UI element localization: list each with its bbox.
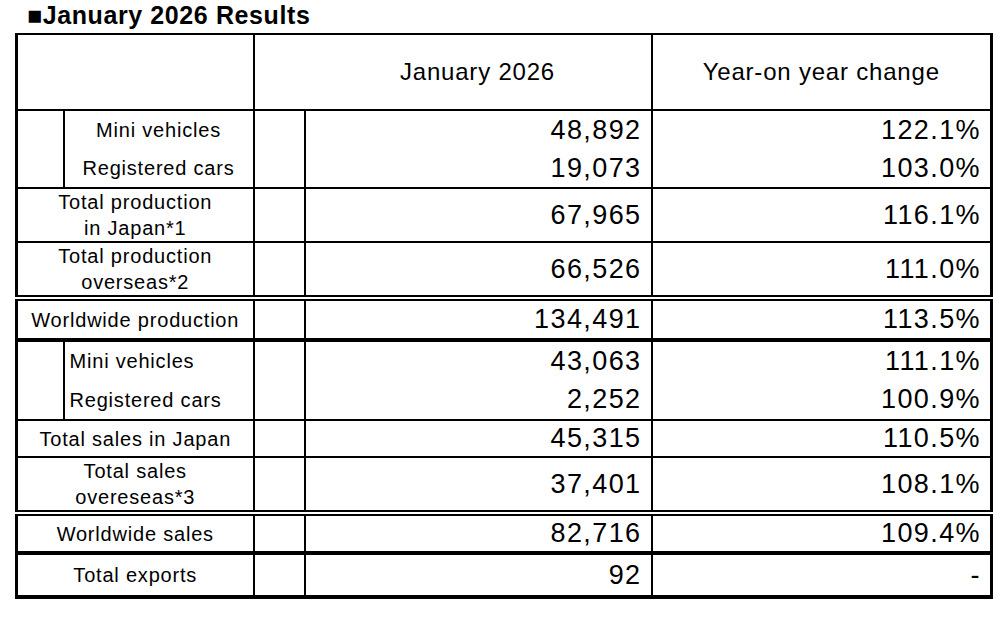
gap-cell [254,110,305,149]
header-period: January 2026 [305,34,652,110]
row-total-sales-overseas: Total sales overeseas*3 37,401 108.1% [17,457,992,513]
row-value: 48,892 [305,110,652,149]
stub-cell [17,149,64,188]
row-registered-cars-sales: Registered cars 2,252 100.9% [17,380,992,420]
row-mini-vehicles-production: Mini vehicles 48,892 122.1% [17,110,992,149]
row-value: 45,315 [305,420,652,457]
row-total-production-overseas: Total production overseas*2 66,526 111.0… [17,242,992,298]
row-yoy: 103.0% [652,149,992,188]
page: ■January 2026 Results January 2026 Year-… [0,0,1000,627]
header-row: January 2026 Year-on year change [17,34,992,110]
row-label: Total production in Japan*1 [17,188,254,242]
row-yoy: 122.1% [652,110,992,149]
row-label: Total sales overeseas*3 [17,457,254,513]
row-yoy: 116.1% [652,188,992,242]
gap-cell [254,149,305,188]
row-value: 37,401 [305,457,652,513]
row-label: Worldwide sales [17,513,254,553]
stub-cell [17,340,64,380]
row-yoy: 109.4% [652,513,992,553]
row-value: 134,491 [305,298,652,340]
row-value: 92 [305,553,652,597]
row-worldwide-sales: Worldwide sales 82,716 109.4% [17,513,992,553]
header-gap-cell [254,34,305,110]
row-label: Registered cars [64,149,254,188]
row-yoy: 111.0% [652,242,992,298]
row-value: 19,073 [305,149,652,188]
row-value: 66,526 [305,242,652,298]
results-table: January 2026 Year-on year change Mini ve… [15,33,993,599]
row-value: 43,063 [305,340,652,380]
row-worldwide-production: Worldwide production 134,491 113.5% [17,298,992,340]
row-registered-cars-production: Registered cars 19,073 103.0% [17,149,992,188]
gap-cell [254,553,305,597]
gap-cell [254,380,305,420]
gap-cell [254,513,305,553]
row-yoy: 110.5% [652,420,992,457]
row-total-production-japan: Total production in Japan*1 67,965 116.1… [17,188,992,242]
row-label: Mini vehicles [64,110,254,149]
row-yoy: 111.1% [652,340,992,380]
row-label: Total sales in Japan [17,420,254,457]
row-value: 67,965 [305,188,652,242]
row-total-sales-japan: Total sales in Japan 45,315 110.5% [17,420,992,457]
gap-cell [254,242,305,298]
stub-cell [17,380,64,420]
row-value: 2,252 [305,380,652,420]
row-label: Registered cars [64,380,254,420]
stub-cell [17,110,64,149]
row-yoy: 108.1% [652,457,992,513]
gap-cell [254,420,305,457]
row-yoy: 113.5% [652,298,992,340]
header-corner-cell [17,34,254,110]
row-label: Total production overseas*2 [17,242,254,298]
row-yoy: 100.9% [652,380,992,420]
row-label: Worldwide production [17,298,254,340]
gap-cell [254,188,305,242]
page-title: ■January 2026 Results [27,0,310,30]
row-label: Mini vehicles [64,340,254,380]
row-mini-vehicles-sales: Mini vehicles 43,063 111.1% [17,340,992,380]
row-total-exports: Total exports 92 - [17,553,992,597]
row-value: 82,716 [305,513,652,553]
row-label: Total exports [17,553,254,597]
header-yoy: Year-on year change [652,34,992,110]
row-yoy: - [652,553,992,597]
gap-cell [254,457,305,513]
gap-cell [254,298,305,340]
gap-cell [254,340,305,380]
